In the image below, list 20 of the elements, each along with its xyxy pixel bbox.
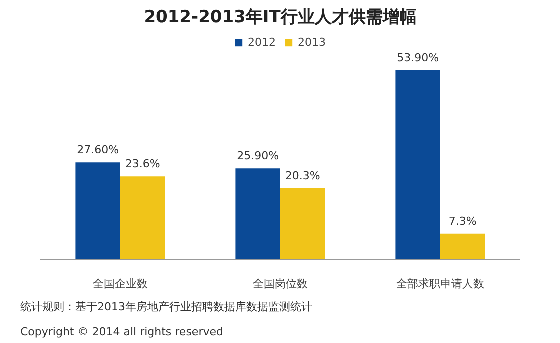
bar (440, 234, 486, 260)
bar (120, 176, 166, 260)
data-label: 53.90% (397, 51, 440, 64)
x-tick-label: 全部求职申请人数 (396, 278, 484, 290)
bar (280, 188, 326, 260)
data-label: 27.60% (77, 144, 120, 157)
data-label: 20.3% (285, 169, 320, 182)
text: 统计规则：基于2013年房地产行业招聘数据库数据监测统计 (20, 300, 312, 314)
chart-title: 2012-2013年IT行业人才供需增幅 (144, 8, 417, 28)
bar (76, 162, 120, 260)
text: Copyright © 2014 all rights reserved (20, 326, 224, 338)
legend-label: 2013 (298, 36, 326, 49)
legend-label: 2012 (248, 36, 276, 49)
x-tick-label: 全国岗位数 (253, 278, 308, 290)
data-label: 23.6% (125, 158, 160, 171)
bar (236, 168, 280, 260)
x-tick-label: 全国企业数 (93, 278, 148, 290)
data-label: 7.3% (448, 214, 477, 228)
data-label: 25.90% (237, 150, 280, 163)
bar (396, 70, 440, 260)
